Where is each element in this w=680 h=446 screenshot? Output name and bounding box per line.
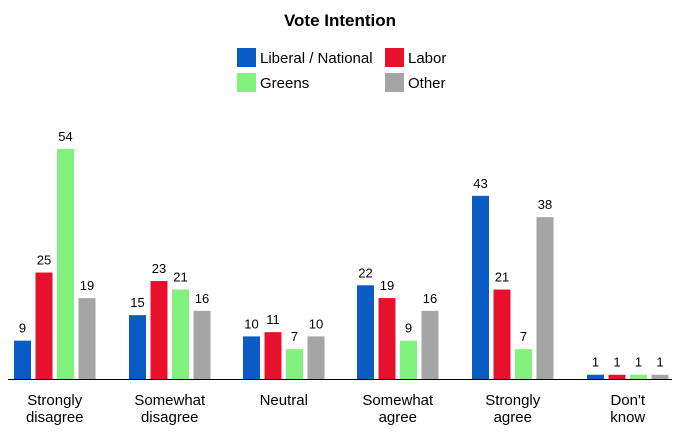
value-label-greens-strongly-disagree: 54 bbox=[58, 129, 72, 144]
value-label-liberal-national-somewhat-disagree: 15 bbox=[130, 295, 144, 310]
bar-liberal-national-strongly-agree bbox=[472, 195, 489, 379]
bar-other-neutral bbox=[307, 336, 325, 379]
category-labels: Strongly disagree Somewhat disagree Neutral S… bbox=[26, 392, 646, 426]
bar-greens-strongly-disagree bbox=[57, 149, 74, 379]
bar-liberal-national-don-t-know bbox=[587, 374, 604, 379]
legend-label-liberal-national: Liberal / National bbox=[260, 50, 373, 67]
bar-labor-don-t-know bbox=[608, 374, 626, 379]
value-label-greens-don-t-know: 1 bbox=[635, 355, 642, 370]
value-label-greens-somewhat-agree: 9 bbox=[405, 321, 412, 336]
bar-labor-somewhat-agree bbox=[378, 298, 396, 379]
legend-label-labor: Labor bbox=[408, 50, 446, 67]
value-label-greens-strongly-agree: 7 bbox=[520, 329, 527, 344]
value-label-labor-strongly-agree: 21 bbox=[495, 270, 509, 285]
value-label-other-don-t-know: 1 bbox=[656, 355, 663, 370]
value-label-other-strongly-disagree: 19 bbox=[80, 278, 94, 293]
category-label-somewhat-agree: Somewhat agree bbox=[362, 392, 434, 426]
category-label-neutral: Neutral bbox=[260, 392, 308, 409]
value-label-labor-don-t-know: 1 bbox=[613, 355, 620, 370]
value-label-greens-somewhat-disagree: 21 bbox=[173, 270, 187, 285]
value-label-liberal-national-somewhat-agree: 22 bbox=[358, 265, 372, 280]
value-label-liberal-national-neutral: 10 bbox=[244, 316, 258, 331]
category-label-strongly-disagree: Strongly disagree bbox=[26, 392, 84, 426]
legend-swatch-greens bbox=[237, 73, 256, 92]
bar-other-somewhat-disagree bbox=[193, 310, 211, 379]
bar-labor-strongly-disagree bbox=[35, 272, 53, 379]
legend-swatch-other bbox=[385, 73, 404, 92]
legend-swatch-labor bbox=[385, 48, 404, 67]
chart-title: Vote Intention bbox=[284, 11, 396, 30]
value-label-labor-neutral: 11 bbox=[266, 312, 280, 327]
bar-greens-somewhat-agree bbox=[400, 340, 417, 379]
bar-liberal-national-neutral bbox=[243, 336, 260, 379]
category-label-somewhat-disagree: Somewhat disagree bbox=[134, 392, 206, 426]
value-label-liberal-national-strongly-disagree: 9 bbox=[19, 321, 26, 336]
legend: Liberal / National Labor Greens Other bbox=[237, 48, 446, 92]
value-label-other-somewhat-agree: 16 bbox=[423, 291, 437, 306]
bar-liberal-national-somewhat-agree bbox=[357, 285, 374, 379]
value-label-liberal-national-strongly-agree: 43 bbox=[473, 176, 487, 191]
bar-labor-somewhat-disagree bbox=[150, 281, 168, 379]
bar-area bbox=[14, 149, 669, 379]
value-label-liberal-national-don-t-know: 1 bbox=[592, 355, 599, 370]
bar-other-strongly-disagree bbox=[78, 298, 96, 379]
legend-label-other: Other bbox=[408, 75, 446, 92]
bar-greens-somewhat-disagree bbox=[172, 289, 189, 379]
value-label-other-somewhat-disagree: 16 bbox=[195, 291, 209, 306]
legend-swatch-liberal-national bbox=[237, 48, 256, 67]
value-label-greens-neutral: 7 bbox=[291, 329, 298, 344]
bar-greens-don-t-know bbox=[630, 374, 647, 379]
bar-other-don-t-know bbox=[651, 374, 669, 379]
bar-liberal-national-strongly-disagree bbox=[14, 340, 31, 379]
bar-other-somewhat-agree bbox=[421, 310, 439, 379]
bar-greens-strongly-agree bbox=[515, 349, 532, 379]
value-label-labor-strongly-disagree: 25 bbox=[37, 253, 51, 268]
bar-labor-neutral bbox=[264, 332, 282, 379]
category-label-strongly-agree: Strongly agree bbox=[485, 392, 541, 426]
bar-other-strongly-agree bbox=[536, 217, 554, 379]
value-label-labor-somewhat-agree: 19 bbox=[380, 278, 394, 293]
bar-liberal-national-somewhat-disagree bbox=[129, 315, 146, 379]
value-label-labor-somewhat-disagree: 23 bbox=[152, 261, 166, 276]
legend-label-greens: Greens bbox=[260, 75, 309, 92]
category-label-don-t-know: Don't know bbox=[610, 392, 646, 426]
bar-greens-neutral bbox=[286, 349, 303, 379]
value-label-other-strongly-agree: 38 bbox=[538, 197, 552, 212]
bar-labor-strongly-agree bbox=[493, 289, 511, 379]
value-label-other-neutral: 10 bbox=[309, 316, 323, 331]
